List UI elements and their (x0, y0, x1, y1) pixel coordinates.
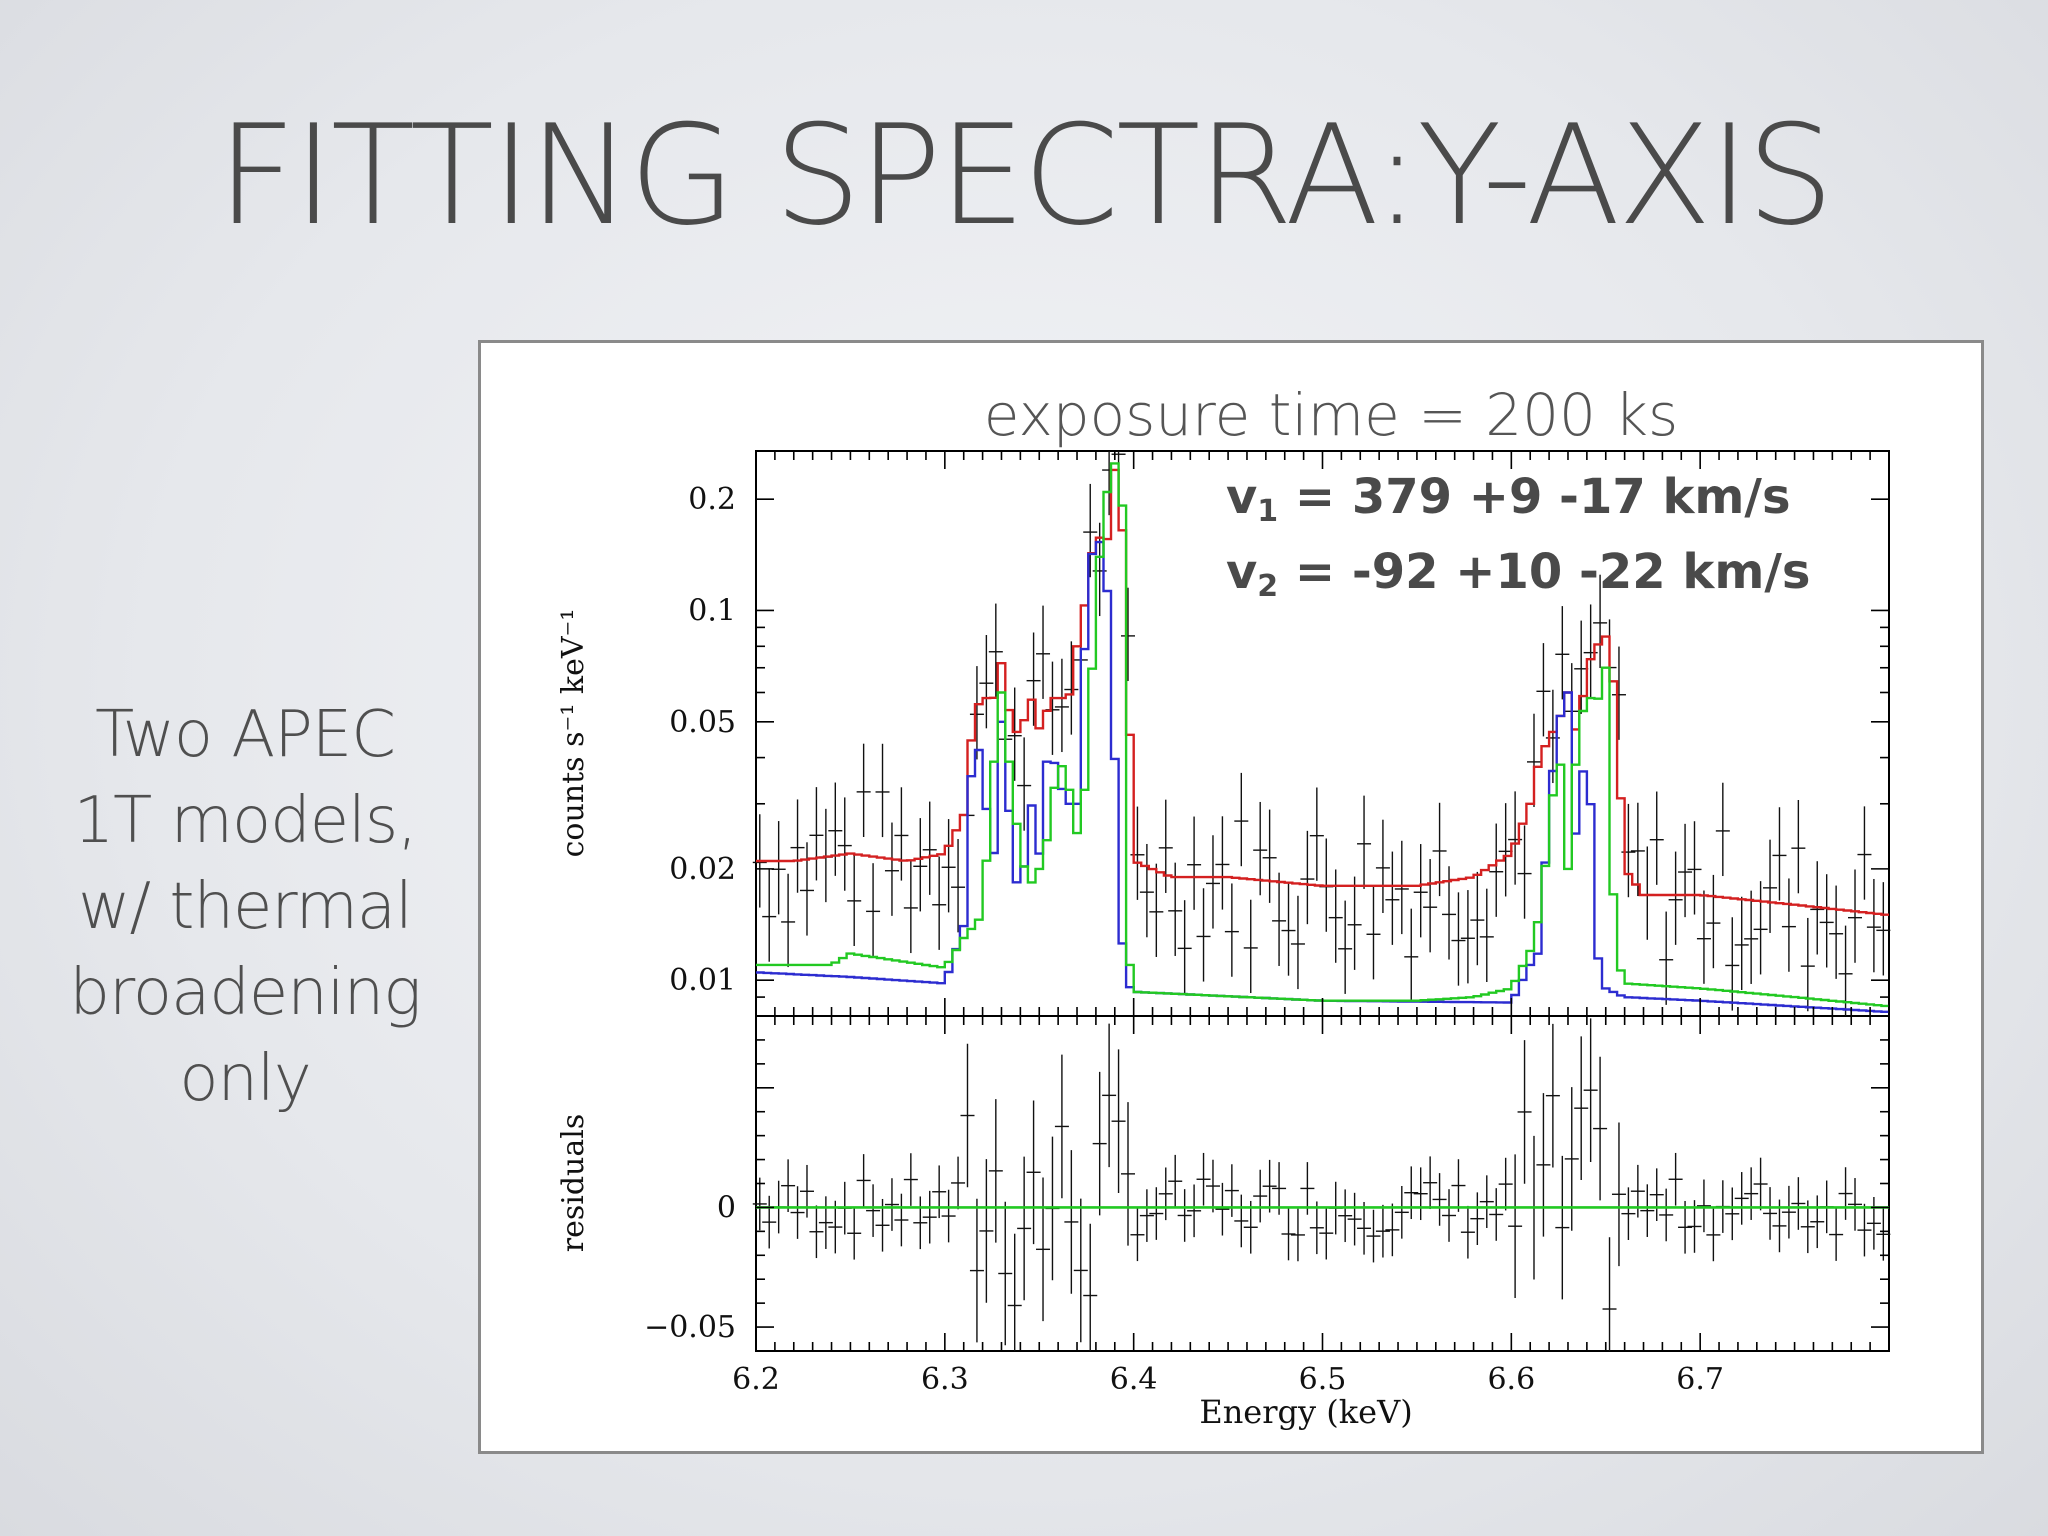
bottom-panel-frame (755, 1015, 1890, 1352)
y-tick-label: 0.02 (669, 852, 736, 887)
data-points (752, 451, 1891, 1016)
x-axis-label: Energy (keV) (1199, 1393, 1412, 1431)
annotation-v2: v2 = -92 +10 -22 km/s (1226, 544, 1810, 604)
side-note-line: Two APEC (95, 698, 396, 772)
y-tick-label: −0.05 (644, 1310, 736, 1345)
x-tick-label: 6.2 (732, 1362, 780, 1397)
x-tick-label: 6.6 (1487, 1362, 1535, 1397)
spectrum-plot: exposure time = 200 ks 6.2 6.3 6.4 6.5 6.6 6.… (556, 381, 1891, 1431)
axis-ticks: 6.2 6.3 6.4 6.5 6.6 6.7 0.2 0.1 0.05 0.02 0.01 0 −0.… (644, 451, 1890, 1397)
chart-title: exposure time = 200 ks (984, 381, 1678, 449)
side-note: Two APEC 1T models, w/ thermal broadenin… (45, 692, 445, 1122)
y-tick-label: 0 (717, 1190, 736, 1225)
model-series-line (756, 462, 1889, 1008)
model-series-line (756, 540, 1889, 1013)
side-note-line: 1T models, (73, 784, 417, 858)
figure-frame: exposure time = 200 ks 6.2 6.3 6.4 6.5 6.6 6.… (478, 340, 1984, 1454)
x-tick-label: 6.4 (1110, 1362, 1158, 1397)
side-note-line: only (179, 1042, 311, 1116)
residual-points (752, 1018, 1891, 1351)
side-note-line: w/ thermal (78, 870, 413, 944)
top-panel-frame (755, 450, 1890, 1017)
x-tick-label: 6.3 (921, 1362, 969, 1397)
model-curves (756, 462, 1889, 1013)
model-series-line (756, 468, 1889, 916)
annotation-v1: v1 = 379 +9 -17 km/s (1226, 469, 1791, 529)
bottom-y-axis-label: residuals (556, 1114, 591, 1253)
x-tick-label: 6.5 (1299, 1362, 1347, 1397)
y-tick-label: 0.1 (688, 593, 736, 628)
x-tick-label: 6.7 (1676, 1362, 1724, 1397)
top-y-axis-label: counts s⁻¹ keV⁻¹ (556, 609, 591, 858)
slide-title: FITTING SPECTRA:Y-AXIS (216, 95, 1834, 256)
y-tick-label: 0.05 (669, 705, 736, 740)
y-tick-label: 0.2 (688, 482, 736, 517)
side-note-line: broadening (69, 956, 421, 1030)
y-tick-label: 0.01 (669, 963, 736, 998)
